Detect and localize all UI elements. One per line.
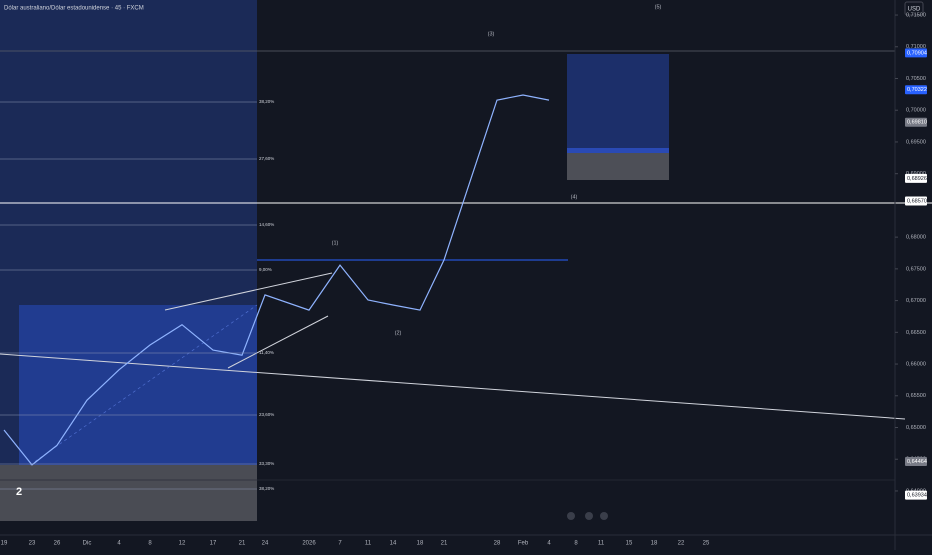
price-tag [905, 85, 927, 95]
event-icon[interactable] [585, 512, 593, 520]
x-tick-label: 8 [574, 541, 578, 547]
x-tick-label: 21 [441, 541, 448, 547]
wave-label: (2) [395, 330, 402, 336]
x-tick-label: 19 [1, 541, 8, 547]
x-tick-label: 4 [547, 541, 551, 547]
symbol-title: Dólar australiano/Dólar estadounidense ·… [4, 6, 144, 12]
price-tag-label: 0,69810 [907, 120, 927, 126]
wave-label: (1) [332, 240, 339, 246]
wedge-line [227, 315, 329, 369]
price-tag-label: 0,68570 [907, 198, 927, 204]
y-tick-label: 0,71500 [906, 12, 926, 18]
x-tick-label: 17 [210, 541, 217, 547]
wedge-line [164, 272, 333, 311]
target-box [567, 54, 669, 148]
y-tick-label: 0,65000 [906, 425, 926, 431]
x-tick-label: 18 [651, 541, 658, 547]
price-line [3, 94, 550, 466]
x-tick-label: 2026 [302, 541, 316, 547]
price-tag-label: 0,70322 [907, 87, 927, 93]
price-tag-label: 0,63934 [907, 493, 927, 499]
x-tick-label: 11 [598, 541, 605, 547]
channel-line [29, 304, 258, 466]
entry-strip [567, 148, 669, 153]
currency-label[interactable]: USD [908, 7, 921, 13]
y-tick-label: 0,67000 [906, 298, 926, 304]
fib-label: 33,30% [259, 461, 274, 466]
currency-button[interactable] [904, 1, 924, 16]
wave-label: (4) [571, 194, 578, 200]
event-icon[interactable] [567, 512, 575, 520]
x-tick-label: 22 [678, 541, 685, 547]
price-tag [905, 196, 927, 206]
x-tick-label: 14 [390, 541, 397, 547]
x-tick-label: 24 [262, 541, 269, 547]
x-tick-label: 4 [117, 541, 121, 547]
price-tag-label: 0,68926 [907, 176, 927, 182]
x-tick-label: 7 [338, 541, 342, 547]
x-tick-label: Dic [83, 541, 92, 547]
y-tick-label: 0,70500 [906, 76, 926, 82]
x-tick-label: Feb [518, 541, 529, 547]
wave-label: (5) [655, 4, 662, 10]
x-tick-label: 12 [179, 541, 186, 547]
trend-line [0, 353, 906, 420]
fib-label: 9,00% [259, 267, 272, 272]
fib-label: 27,60% [259, 156, 274, 161]
x-tick-label: 25 [703, 541, 710, 547]
stop-box [567, 153, 669, 180]
range-box-low [0, 465, 257, 521]
price-tag-label: 0,70904 [907, 50, 927, 56]
y-tick-label: 0,71000 [906, 44, 926, 50]
x-tick-label: 18 [417, 541, 424, 547]
y-tick-label: 0,66500 [906, 330, 926, 336]
y-tick-label: 0,65500 [906, 393, 926, 399]
x-tick-label: 21 [239, 541, 246, 547]
inner-box [19, 305, 257, 465]
fib-label: 23,60% [259, 412, 274, 417]
price-tag [905, 173, 927, 183]
price-tag [905, 48, 927, 58]
event-icon[interactable] [600, 512, 608, 520]
y-tick-label: 0,67500 [906, 266, 926, 272]
price-tag [905, 457, 927, 467]
fib-label: 38,20% [259, 99, 274, 104]
x-tick-label: 26 [54, 541, 61, 547]
fib-label: 14,60% [259, 222, 274, 227]
fib-label: 38,20% [259, 486, 274, 491]
wave-label: 2 [16, 486, 22, 498]
x-tick-label: 28 [494, 541, 501, 547]
x-tick-label: 23 [29, 541, 36, 547]
wave-label: (3) [488, 31, 495, 37]
price-tag [905, 117, 927, 127]
fib-label: 11,40% [259, 350, 274, 355]
y-tick-label: 0,70000 [906, 108, 926, 114]
y-tick-label: 0,68000 [906, 235, 926, 241]
x-tick-label: 8 [148, 541, 152, 547]
y-tick-label: 0,66000 [906, 362, 926, 368]
x-tick-label: 15 [626, 541, 633, 547]
price-tag-label: 0,64464 [907, 459, 927, 465]
price-tag [905, 490, 927, 500]
y-tick-label: 0,69500 [906, 139, 926, 145]
x-tick-label: 11 [365, 541, 372, 547]
